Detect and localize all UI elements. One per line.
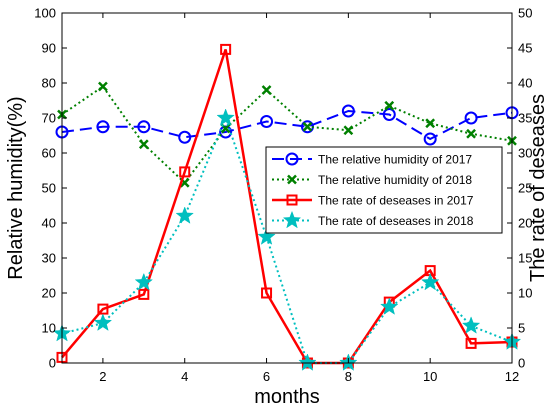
data-point — [465, 337, 477, 349]
data-point — [96, 120, 110, 134]
data-point — [261, 85, 272, 95]
y-left-tick-label: 60 — [42, 146, 56, 161]
x-tick-label: 6 — [263, 369, 270, 384]
legend-swatch-marker — [282, 210, 302, 229]
data-point — [93, 313, 113, 331]
data-point — [260, 115, 274, 128]
data-point — [464, 111, 478, 125]
data-point — [179, 166, 191, 178]
data-point — [466, 128, 476, 139]
data-point — [219, 125, 233, 139]
data-point — [178, 130, 192, 144]
x-axis-label: months — [254, 386, 320, 408]
legend-swatch-marker — [287, 174, 297, 185]
y-right-tick-label: 0 — [518, 356, 525, 371]
x-tick-label: 2 — [99, 369, 106, 384]
series-1 — [55, 104, 519, 146]
series-line — [61, 115, 513, 364]
data-point — [98, 81, 108, 92]
y-axis-right-label: The rate of deseases — [527, 94, 549, 282]
y-left-tick-label: 100 — [34, 6, 56, 21]
y-left-tick-label: 70 — [42, 111, 56, 126]
data-point — [298, 353, 317, 371]
y-right-tick-label: 45 — [518, 41, 532, 56]
legend-label: The relative humidity of 2018 — [318, 173, 472, 187]
y-left-tick-label: 30 — [42, 251, 56, 266]
legend-label: The rate of deseases in 2017 — [318, 194, 474, 208]
y-right-tick-label: 25 — [518, 181, 532, 196]
data-point — [175, 206, 194, 224]
series-line — [61, 109, 513, 141]
y-right-tick-label: 50 — [518, 6, 532, 21]
x-tick-label: 12 — [505, 369, 519, 384]
y-left-tick-label: 90 — [42, 41, 56, 56]
y-left-tick-label: 80 — [42, 76, 56, 91]
data-point — [138, 139, 149, 150]
y-right-tick-label: 30 — [518, 146, 532, 161]
y-left-tick-label: 40 — [42, 216, 56, 231]
data-point — [216, 108, 235, 126]
y-left-tick-label: 10 — [42, 321, 56, 336]
y-left-tick-label: 50 — [42, 181, 56, 196]
axes: 2 4 6 8 10 1201020304050607080901000510152025… — [34, 6, 532, 385]
data-point — [343, 125, 354, 136]
data-point — [380, 297, 399, 315]
legend-swatch-marker — [286, 194, 298, 206]
y-left-tick-label: 20 — [42, 286, 56, 301]
series-line — [61, 49, 513, 365]
x-tick-label: 4 — [181, 369, 188, 384]
legend-box — [265, 146, 503, 234]
data-point — [220, 43, 232, 55]
data-point — [257, 227, 276, 245]
y-right-tick-label: 15 — [518, 251, 532, 266]
x-tick-label: 8 — [345, 369, 352, 384]
legend-label: The rate of deseases in 2018 — [318, 214, 474, 228]
data-point — [261, 287, 273, 299]
y-right-tick-label: 20 — [518, 216, 532, 231]
data-point — [425, 118, 436, 129]
x-tick-label: 10 — [423, 369, 437, 384]
y-right-tick-label: 10 — [518, 286, 532, 301]
data-point — [137, 120, 151, 134]
series-line — [61, 85, 513, 185]
y-right-tick-label: 35 — [518, 111, 532, 126]
y-axis-left-label: Relative humidity(%) — [5, 96, 27, 279]
legend: The relative humidity of 2017 The relativ… — [265, 146, 503, 234]
y-left-tick-label: 0 — [49, 356, 56, 371]
y-right-tick-label: 5 — [518, 321, 525, 336]
data-point — [384, 100, 395, 111]
data-point — [420, 272, 440, 291]
y-right-tick-label: 40 — [518, 76, 532, 91]
data-point — [461, 316, 481, 334]
legend-swatch-marker — [285, 152, 299, 166]
data-point — [302, 121, 313, 132]
data-point — [134, 272, 154, 291]
data-point — [382, 108, 396, 121]
legend-label: The relative humidity of 2017 — [318, 153, 472, 167]
data-point — [423, 132, 437, 146]
data-point — [341, 104, 355, 118]
data-point — [138, 288, 150, 300]
